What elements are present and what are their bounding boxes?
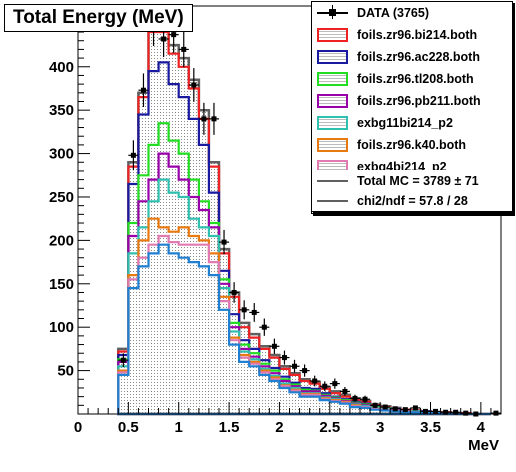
legend-label-pb211: foils.zr96.pb211.both [357, 92, 481, 110]
legend-label-tl208: foils.zr96.tl208.both [357, 70, 474, 88]
y-tick-label: 200 [49, 232, 74, 249]
legend-total-line [317, 180, 348, 182]
y-tick-label: 150 [49, 276, 74, 293]
y-tick-label: 250 [49, 189, 74, 206]
x-tick-label: 1 [175, 419, 183, 436]
legend-entry-exbg11: exbg11bi214_p2 [312, 112, 512, 134]
legend-entry-data: DATA (3765) [312, 2, 512, 24]
x-tick-label: 0.5 [118, 419, 139, 436]
legend-swatch-tl208 [317, 72, 348, 86]
x-axis-label: MeV [468, 437, 499, 454]
legend-entry-pb211: foils.zr96.pb211.both [312, 90, 512, 112]
x-tick-label: 0 [74, 419, 82, 436]
legend-label-chi2: chi2/ndf = 57.8 / 28 [357, 192, 468, 210]
y-tick-label: 300 [49, 146, 74, 163]
legend-data-marker [329, 9, 336, 16]
y-tick-label: 350 [49, 102, 74, 119]
y-tick-label: 50 [57, 363, 74, 380]
legend-entry-bi214: foils.zr96.bi214.both [312, 24, 512, 46]
legend-label-exbg11: exbg11bi214_p2 [357, 114, 453, 132]
legend-swatch-bi214 [317, 28, 348, 42]
legend-swatch-k40 [317, 138, 348, 152]
x-tick-label: 2 [275, 419, 283, 436]
x-tick-label: 3 [376, 419, 384, 436]
legend-entry-k40: foils.zr96.k40.both [312, 134, 512, 156]
legend-label-total: Total MC = 3789 ± 71 [357, 172, 479, 190]
y-tick-label: 100 [49, 319, 74, 336]
x-tick-label: 3.5 [420, 419, 441, 436]
legend-swatch-ac228 [317, 50, 348, 64]
x-tick-label: 4 [477, 419, 486, 436]
y-tick-label: 400 [49, 59, 74, 76]
legend-label-ac228: foils.zr96.ac228.both [357, 48, 480, 66]
legend-swatch-exbg11 [317, 116, 348, 130]
legend-label-data: DATA (3765) [357, 4, 429, 22]
legend-label-bi214: foils.zr96.bi214.both [357, 26, 477, 44]
legend-swatch-pb211 [317, 94, 348, 108]
x-tick-label: 1.5 [219, 419, 240, 436]
x-tick-label: 2.5 [319, 419, 340, 436]
legend-entry-ac228: foils.zr96.ac228.both [312, 46, 512, 68]
legend-label-k40: foils.zr96.k40.both [357, 136, 466, 154]
legend-entry-total: Total MC = 3789 ± 71 [312, 170, 512, 192]
legend-entry-chi2: chi2/ndf = 57.8 / 28 [312, 190, 512, 212]
legend-entry-tl208: foils.zr96.tl208.both [312, 68, 512, 90]
legend-summary: Total MC = 3789 ± 71 chi2/ndf = 57.8 / 2… [311, 170, 513, 212]
legend-chi2-line [317, 200, 348, 202]
chart-title: Total Energy (MeV) [4, 4, 193, 32]
